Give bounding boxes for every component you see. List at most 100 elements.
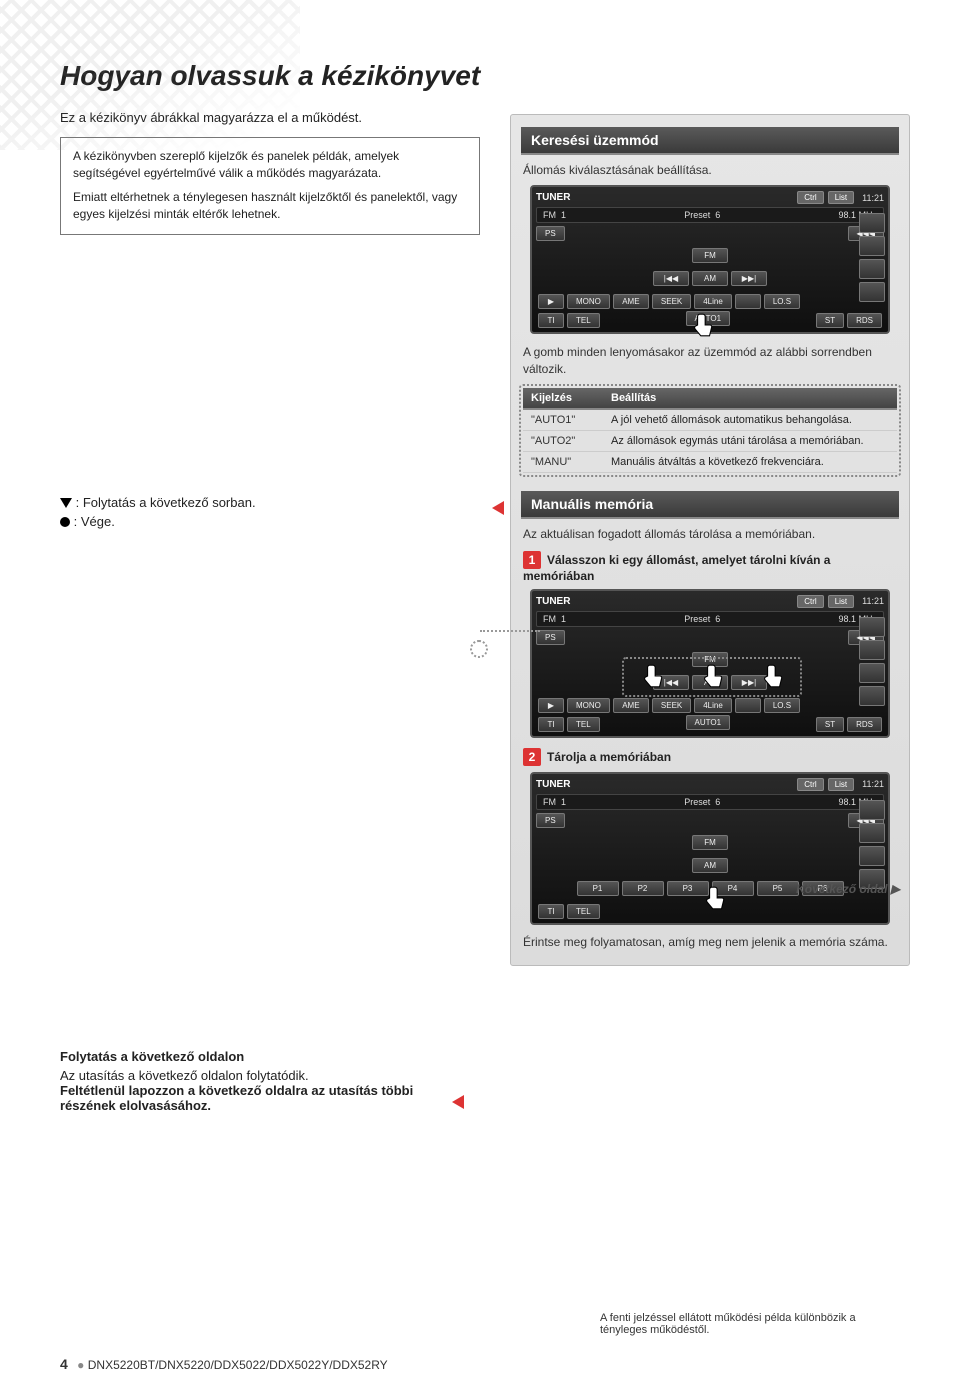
note-line-1: A kézikönyvben szereplő kijelzők és pane…: [73, 148, 467, 183]
dotted-connector: [480, 630, 540, 632]
ti-button: TI: [538, 717, 564, 732]
triangle-down-icon: [60, 498, 72, 508]
step-1: 1Válasszon ki egy állomást, amelyet táro…: [523, 551, 897, 583]
ame-button: AME: [613, 294, 649, 309]
side-icon: [859, 823, 885, 843]
manual-memory-sub: Az aktuálisan fogadott állomás tárolása …: [523, 527, 897, 541]
mode-table: KijelzésBeállítás "AUTO1"A jól vehető ál…: [523, 388, 897, 473]
tuner-preset-lbl: Preset: [684, 614, 710, 624]
step-1-text: Válasszon ki egy állomást, amelyet tárol…: [523, 553, 830, 583]
fm-button: FM: [692, 835, 728, 850]
tuner-label: TUNER: [536, 779, 570, 790]
mono-button: MONO: [567, 698, 610, 713]
tuner-preset-lbl: Preset: [684, 797, 710, 807]
continue-title: Folytatás a következő oldalon: [60, 1049, 440, 1064]
tuner-info-bar: FM 1 Preset 6 98.1 MHz: [536, 207, 884, 223]
tuner-screenshot-1: TUNER Ctrl List 11:21 FM 1 Preset 6 98.1…: [530, 185, 890, 334]
ti-button: TI: [538, 313, 564, 328]
tuner-screenshot-2: TUNER Ctrl List 11:21 FM 1 Preset 6 98.1…: [530, 589, 890, 738]
side-icon: [859, 640, 885, 660]
table-cell: "AUTO1": [523, 409, 603, 431]
side-icon: [859, 846, 885, 866]
step-2: 2Tárolja a memóriában: [523, 748, 897, 766]
footer-note: A fenti jelzéssel ellátott működési péld…: [600, 1312, 900, 1336]
table-h1: Kijelzés: [523, 388, 603, 409]
tel-button: TEL: [567, 717, 600, 732]
tuner-freq: 98.1: [838, 210, 856, 220]
ame-button: AME: [613, 698, 649, 713]
side-icon: [859, 663, 885, 683]
legend-block: : Folytatás a következő sorban. : Vége.: [60, 495, 480, 529]
4line-button: 4Line: [694, 294, 732, 309]
tuner-tab-list: List: [828, 191, 854, 204]
step-number-1: 1: [523, 551, 541, 569]
tuner-freq: 98.1: [838, 797, 856, 807]
tuner-ch: 1: [561, 210, 566, 220]
seek-prev-button: |◀◀: [653, 271, 689, 286]
tuner-clock: 11:21: [862, 596, 884, 606]
legend-continue: : Folytatás a következő sorban.: [76, 495, 256, 510]
table-row: "AUTO1"A jól vehető állomások automatiku…: [523, 409, 897, 431]
ps-button: PS: [536, 630, 565, 645]
page-footer: 4 ● DNX5220BT/DNX5220/DDX5022/DDX5022Y/D…: [60, 1356, 388, 1372]
continue-block: Folytatás a következő oldalon Az utasítá…: [60, 1049, 440, 1113]
tuner-screenshot-3: TUNER Ctrl List 11:21 FM 1 Preset 6 98.1…: [530, 772, 890, 925]
tuner-preset-no: 6: [715, 210, 720, 220]
step-number-2: 2: [523, 748, 541, 766]
pointer-hand-icon: [640, 663, 666, 689]
am-button: AM: [692, 858, 728, 873]
seek-next-button: ▶▶|: [731, 271, 767, 286]
los-button: LO.S: [764, 698, 800, 713]
tuner-ch: 1: [561, 614, 566, 624]
bullet-icon: [60, 517, 70, 527]
search-mode-title: Keresési üzemmód: [521, 127, 899, 155]
am-button: AM: [692, 271, 728, 286]
ti-button: TI: [538, 904, 564, 919]
side-icon: [859, 282, 885, 302]
decorative-tire-tracks: [0, 0, 300, 150]
red-arrow-icon: [492, 501, 504, 515]
seek-button: SEEK: [652, 698, 691, 713]
tuner-label: TUNER: [536, 596, 570, 607]
tuner-freq: 98.1: [838, 614, 856, 624]
table-row: "MANU"Manuális átváltás a következő frek…: [523, 451, 897, 472]
tuner-ch: 1: [561, 797, 566, 807]
table-cell: "AUTO2": [523, 430, 603, 451]
tuner-preset-no: 6: [715, 797, 720, 807]
pointer-hand-icon: [760, 663, 786, 689]
pointer-hand-icon: [700, 663, 726, 689]
blank-button: [735, 294, 761, 309]
pointer-hand-icon: [690, 312, 716, 338]
tuner-band: FM: [543, 614, 556, 624]
note-line-2: Emiatt eltérhetnek a ténylegesen használ…: [73, 189, 467, 224]
side-icon: [859, 800, 885, 820]
table-row: "AUTO2"Az állomások egymás utáni tárolás…: [523, 430, 897, 451]
blank-button: [735, 698, 761, 713]
4line-button: 4Line: [694, 698, 732, 713]
tuner-band: FM: [543, 210, 556, 220]
tuner-band: FM: [543, 797, 556, 807]
table-cell: Az állomások egymás utáni tárolása a mem…: [603, 430, 897, 451]
footer-models: DNX5220BT/DNX5220/DDX5022/DDX5022Y/DDX52…: [88, 1358, 388, 1372]
search-mode-subtitle: Állomás kiválasztásának beállítása.: [523, 163, 897, 177]
seek-button: SEEK: [652, 294, 691, 309]
p5-button: P5: [757, 881, 799, 896]
p1-button: P1: [577, 881, 619, 896]
tuner-label: TUNER: [536, 192, 570, 203]
st-button: ST: [816, 717, 844, 732]
pointer-hand-icon: [702, 885, 728, 911]
next-page-tag: Következő oldal ▶: [796, 882, 900, 896]
tuner-clock: 11:21: [862, 779, 884, 789]
tuner-tab-ctrl: Ctrl: [797, 191, 823, 204]
side-icon: [859, 617, 885, 637]
mono-button: MONO: [567, 294, 610, 309]
rds-button: RDS: [847, 313, 882, 328]
manual-memory-title: Manuális memória: [521, 491, 899, 519]
tuner-info-bar: FM 1 Preset 6 98.1 MHz: [536, 794, 884, 810]
touch-caption: Érintse meg folyamatosan, amíg meg nem j…: [523, 935, 897, 949]
continue-line-2: Feltétlenül lapozzon a következő oldalra…: [60, 1083, 440, 1113]
table-cell: "MANU": [523, 451, 603, 472]
rds-button: RDS: [847, 717, 882, 732]
tuner-tab-list: List: [828, 778, 854, 791]
red-arrow-icon: [452, 1095, 464, 1109]
